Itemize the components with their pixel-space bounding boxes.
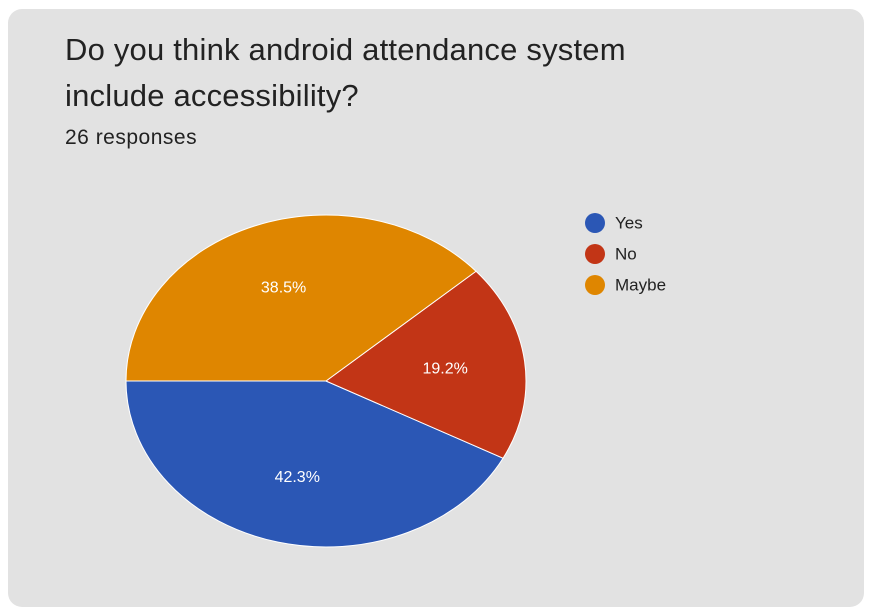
- pie-chart: 42.3% 19.2% 38.5% Yes No Maybe: [125, 213, 666, 548]
- question-title: Do you think android attendance system in…: [65, 27, 825, 119]
- slice-label-no: 19.2%: [422, 361, 467, 378]
- legend-label-yes: Yes: [615, 214, 643, 233]
- pie-slice-no: [325, 270, 527, 459]
- slice-label-maybe: 38.5%: [261, 279, 306, 296]
- question-title-line-1: Do you think android attendance system: [65, 32, 626, 67]
- pie-slice-labels: 42.3% 19.2% 38.5%: [261, 279, 468, 486]
- legend-label-no: No: [615, 245, 637, 264]
- legend-marker-no: [585, 244, 605, 264]
- chart-card: Do you think android attendance system in…: [8, 9, 864, 607]
- pie-slice-maybe: [125, 214, 477, 382]
- legend-label-maybe: Maybe: [615, 276, 666, 295]
- slice-label-yes: 42.3%: [275, 469, 320, 486]
- pie-slice-yes: [125, 380, 504, 548]
- response-count: 26 responses: [65, 126, 198, 149]
- pie-slices: [125, 214, 527, 548]
- legend: Yes No Maybe: [585, 213, 666, 295]
- legend-marker-yes: [585, 213, 605, 233]
- question-title-line-2: include accessibility?: [65, 78, 359, 113]
- legend-marker-maybe: [585, 275, 605, 295]
